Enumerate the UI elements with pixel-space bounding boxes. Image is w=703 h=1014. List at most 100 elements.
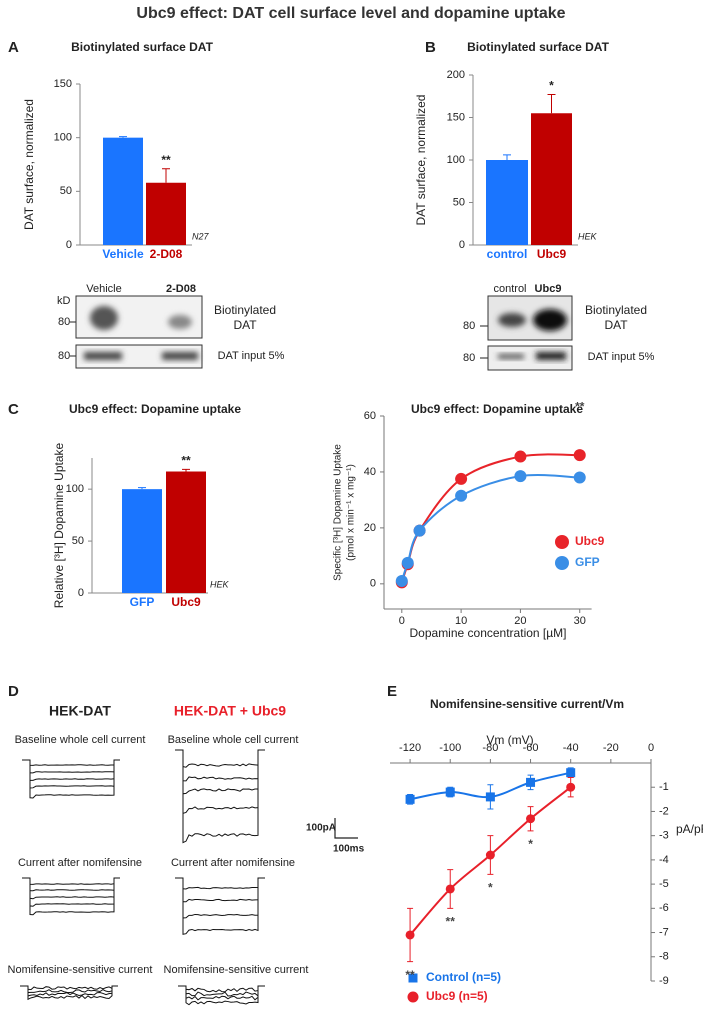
- trace-label: Nomifensine-sensitive current: [8, 964, 153, 976]
- x-tick-label: GFP: [130, 595, 155, 609]
- current-trace: [22, 877, 120, 892]
- y-tick-label: -8: [659, 951, 669, 963]
- figure-title: Ubc9 effect: DAT cell surface level and …: [136, 5, 565, 22]
- data-point: [455, 472, 468, 485]
- scale-label: 100pA: [306, 823, 336, 834]
- legend-marker: [555, 556, 569, 570]
- current-trace: [22, 877, 120, 916]
- chart-note: HEK: [210, 579, 230, 589]
- significance-mark: *: [528, 837, 533, 851]
- y-tick-label: 60: [364, 410, 376, 422]
- error-bar: [503, 154, 511, 160]
- error-bar: [119, 136, 127, 138]
- panel-label: D: [8, 683, 19, 700]
- current-trace: [22, 759, 120, 766]
- data-point: [566, 768, 576, 778]
- current-trace: [175, 877, 265, 935]
- trace-label: Nomifensine-sensitive current: [164, 964, 309, 976]
- data-point: [401, 556, 414, 569]
- bar: [166, 471, 206, 593]
- significance-mark: **: [575, 399, 585, 413]
- y-tick-label: -3: [659, 830, 669, 842]
- data-point: [405, 930, 415, 940]
- blot-band: [162, 352, 198, 360]
- current-trace: [178, 985, 265, 1001]
- current-trace: [22, 877, 120, 907]
- lane-label: Vehicle: [86, 283, 121, 295]
- marker-label: 80: [58, 316, 70, 328]
- current-trace: [175, 749, 265, 795]
- y-tick-label: 0: [370, 578, 376, 590]
- panel-label: E: [387, 683, 397, 700]
- data-point: [514, 450, 527, 463]
- y-tick-label: 100: [54, 132, 72, 144]
- y-tick-label: 150: [54, 78, 72, 90]
- panel-label: A: [8, 39, 19, 56]
- y-tick-label: 50: [60, 185, 72, 197]
- y-tick-label: 50: [453, 196, 465, 208]
- trace-label: Current after nomifensine: [18, 857, 142, 869]
- blot-image: [75, 344, 203, 369]
- y-tick-label: 150: [447, 111, 465, 123]
- chart-title: Biotinylated surface DAT: [71, 40, 213, 54]
- x-tick-label: Ubc9: [537, 247, 567, 261]
- current-trace: [20, 985, 118, 1001]
- blot-label: Biotinylated DAT: [213, 303, 277, 332]
- group-title: HEK-DAT + Ubc9: [174, 703, 286, 719]
- significance-mark: **: [181, 454, 191, 468]
- data-point: [405, 794, 415, 804]
- bar: [531, 113, 572, 245]
- error-bar: [162, 168, 170, 183]
- data-point: [413, 524, 426, 537]
- y-tick-label: 20: [364, 522, 376, 534]
- current-trace: [175, 749, 265, 844]
- trace-label: Baseline whole cell current: [15, 734, 146, 746]
- error-bar: [138, 487, 146, 490]
- marker-label: 80: [58, 350, 70, 362]
- data-point: [573, 471, 586, 484]
- x-tick-label: 0: [648, 742, 654, 754]
- y-axis-label: DAT surface, normalized: [22, 99, 36, 230]
- data-point: [573, 449, 586, 462]
- data-point: [526, 777, 536, 787]
- x-tick-label: 30: [574, 615, 586, 627]
- x-tick-label: 0: [399, 615, 405, 627]
- current-trace: [178, 985, 265, 997]
- lane-label: 2-D08: [166, 283, 196, 295]
- scale-bar: [334, 818, 358, 839]
- significance-mark: *: [549, 79, 554, 93]
- x-tick-label: 20: [514, 615, 526, 627]
- current-trace: [175, 749, 265, 768]
- blot-band: [536, 352, 566, 360]
- data-point: [445, 787, 455, 797]
- panel-label: C: [8, 401, 19, 418]
- error-bar: [182, 468, 190, 472]
- blot-band: [90, 306, 118, 330]
- data-point: [485, 850, 495, 860]
- y-axis-label: (pmol x min⁻¹ x mg⁻¹): [346, 464, 357, 561]
- data-point: [455, 489, 468, 502]
- blot-band: [533, 309, 567, 331]
- y-tick-label: 100: [66, 483, 84, 495]
- y-tick-label: -7: [659, 926, 669, 938]
- legend-marker: [408, 973, 418, 983]
- current-trace: [22, 759, 120, 799]
- y-tick-label: 200: [447, 69, 465, 81]
- current-trace: [175, 749, 265, 782]
- current-trace: [178, 985, 265, 993]
- data-point: [485, 792, 495, 802]
- blot-band: [168, 315, 192, 329]
- legend-label: GFP: [575, 555, 600, 569]
- current-trace: [175, 877, 265, 919]
- legend-label: Ubc9 (n=5): [426, 989, 488, 1003]
- series-line: [400, 474, 580, 582]
- blot-label: DAT input 5%: [587, 351, 655, 363]
- x-tick-label: control: [487, 247, 528, 261]
- current-trace: [22, 877, 120, 900]
- current-trace: [22, 877, 120, 885]
- kd-label: kD: [57, 295, 71, 307]
- y-axis-label: Relative [³H] Dopamine Uptake: [52, 442, 66, 608]
- marker-label: 80: [463, 352, 475, 364]
- legend-label: Ubc9: [575, 534, 605, 548]
- legend-label: Control (n=5): [426, 970, 501, 984]
